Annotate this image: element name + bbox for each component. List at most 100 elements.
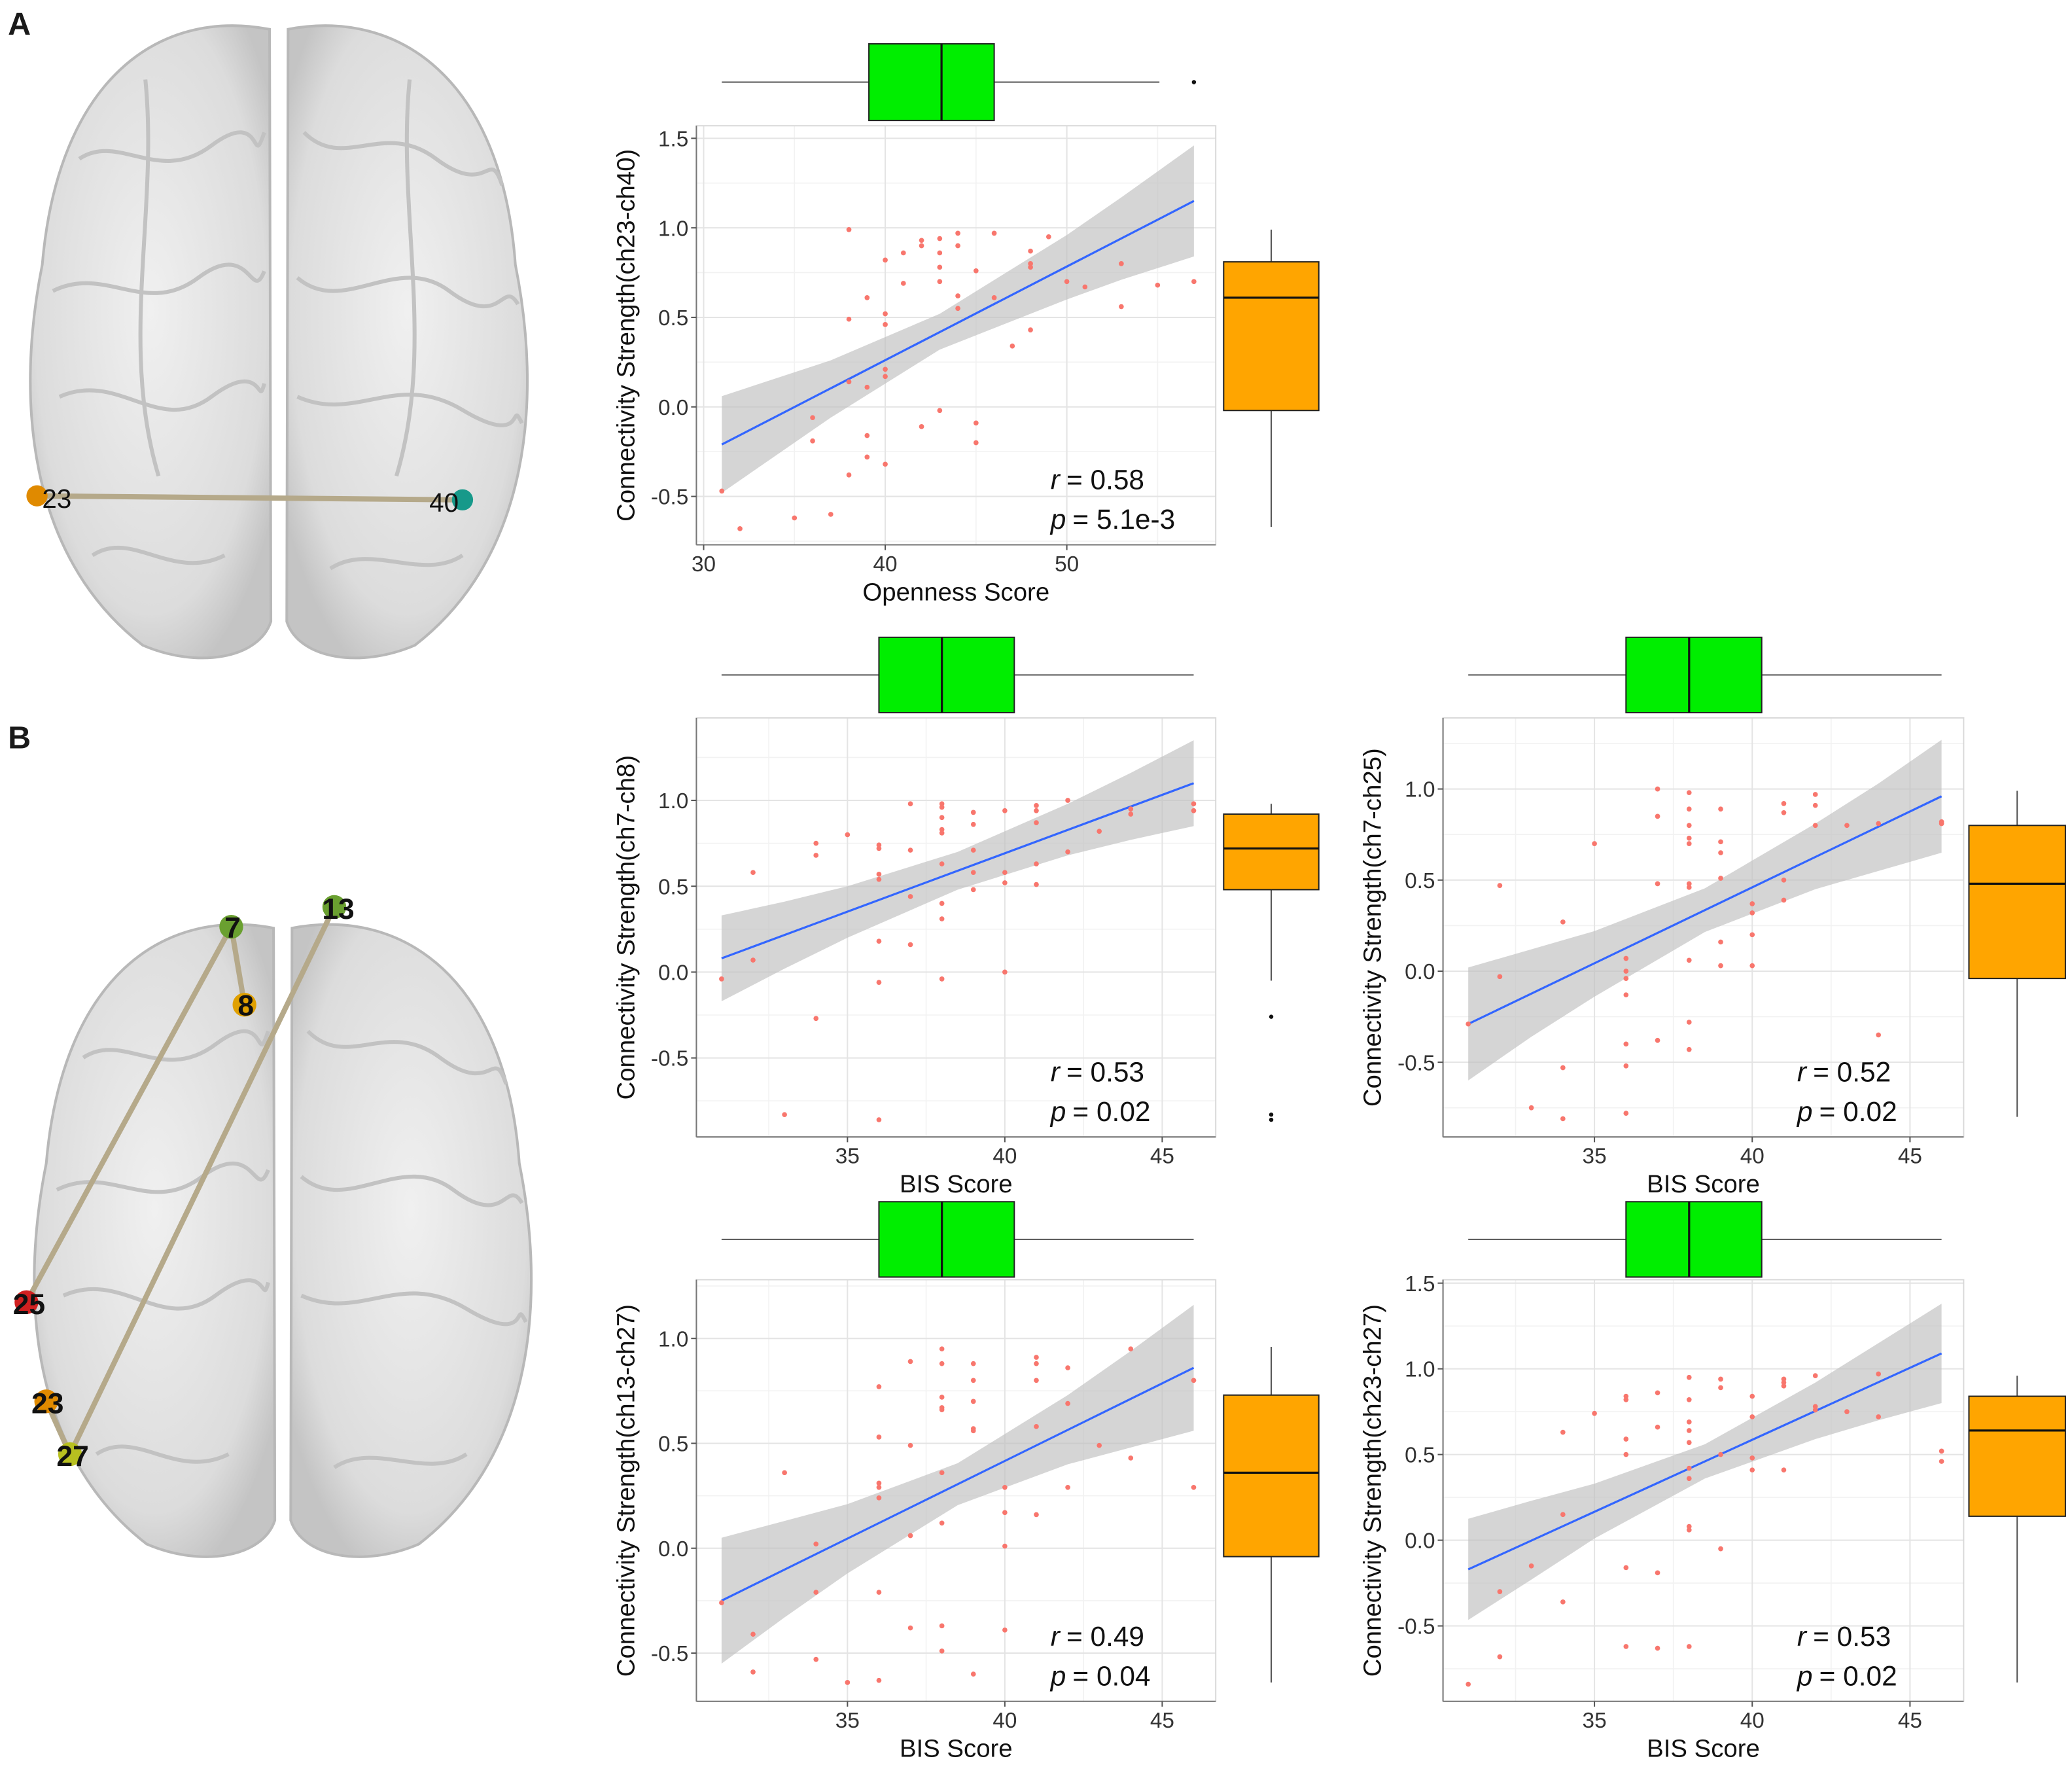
y-tick-label: -0.5 [651,1642,688,1666]
data-point [1655,1424,1660,1430]
brain-a: 23 40 [26,24,529,660]
data-point [876,938,882,944]
data-point [970,887,976,893]
data-point [1497,1654,1503,1660]
p-symbol: p [1049,1096,1066,1127]
data-point [883,461,888,467]
data-point [1034,1361,1039,1366]
data-point [1623,1452,1629,1457]
y-tick-label: 0.5 [658,306,688,330]
data-point [939,861,945,866]
data-point [719,976,724,982]
stat-r: r = 0.53 [1797,1621,1891,1652]
data-point [955,230,960,236]
data-point [1623,1063,1629,1069]
y-tick-label: 0.5 [658,875,688,899]
x-axis-title: BIS Score [1647,1735,1760,1763]
data-point [939,1648,945,1654]
data-point [1718,839,1723,845]
data-point [1623,1436,1629,1442]
data-point [1655,881,1660,887]
gyri [52,79,524,571]
data-point [864,384,870,390]
data-point [1028,261,1033,266]
data-point [750,957,756,963]
data-point [1128,811,1134,817]
node-7 [219,914,243,939]
stat-r: r = 0.52 [1797,1056,1891,1087]
data-point [1844,1409,1850,1414]
data-point [1623,992,1629,998]
y-tick-label: 0.5 [658,1433,688,1457]
node-label-23b: 23 [31,1387,63,1419]
data-point [919,243,924,249]
x-tick-label: 35 [835,1709,860,1733]
data-point [883,257,888,263]
data-point [782,1112,787,1118]
data-point [1560,919,1566,925]
y-tick-label: 1.5 [1405,1272,1435,1296]
data-point [939,815,945,821]
data-point [876,842,882,848]
data-point [846,316,852,322]
confidence-band [722,145,1194,493]
y-axis-title: Connectivity Strength(ch23-ch40) [612,149,640,522]
data-point [1128,1346,1134,1352]
y-box [1968,1395,2066,1517]
x-tick-label: 40 [992,1145,1017,1169]
data-point [907,1442,913,1448]
data-point [939,916,945,921]
data-point [1686,1465,1692,1471]
y-marginal-boxplot [1223,804,1320,1122]
y-box [1223,813,1320,891]
data-point [907,801,913,807]
stat-p: p = 0.04 [1049,1661,1151,1692]
data-point [1749,1393,1755,1399]
data-point [907,1533,913,1539]
data-point [883,311,888,317]
data-point [1002,870,1008,876]
data-point [1812,1407,1818,1413]
y-box [1968,825,2066,980]
data-point [1686,790,1692,796]
y-box [1223,1394,1320,1558]
data-point [1028,327,1033,332]
data-point [1686,1046,1692,1052]
r-value: = 0.53 [1813,1621,1891,1652]
data-point [1034,1512,1039,1518]
data-point [1065,1400,1070,1406]
data-point [1497,974,1503,980]
data-point [1655,1037,1660,1043]
x-tick-label: 40 [992,1709,1017,1733]
x-marginal-boxplot [722,43,1197,122]
r-symbol: r [1797,1621,1808,1652]
data-point [864,433,870,438]
data-point [876,846,882,851]
y-tick-label: 1.0 [658,789,688,813]
data-point [955,293,960,298]
data-point [1010,343,1015,349]
p-value: = 5.1e-3 [1072,504,1175,535]
node-40 [451,489,474,510]
r-value: = 0.52 [1813,1056,1891,1087]
data-point [955,243,960,249]
data-point [750,1669,756,1675]
chart-4: 35 40 45 -0.5 0.0 0.5 1.0 BIS Score Connectivity… [612,1201,1320,1763]
x-box [878,1201,1015,1278]
x-marginal-boxplot [721,636,1194,713]
p-symbol: p [1049,504,1066,535]
gyri [56,1029,528,1469]
y-tick-label: 0.0 [658,961,688,986]
data-point [876,1495,882,1501]
x-marginal-boxplot [721,1201,1194,1278]
data-point [1065,1484,1070,1490]
x-tick-label: 40 [1740,1145,1765,1169]
edge-7-25 [24,925,234,1304]
data-point [883,374,888,380]
data-point [1034,1423,1039,1429]
data-point [1749,901,1755,906]
node-label-7: 7 [224,912,241,944]
data-point [1749,963,1755,969]
chart-5: 35 40 45 -0.5 0.0 0.5 1.0 1.5 BIS Score Connectiv… [1359,1201,2066,1763]
data-point [1781,877,1787,883]
